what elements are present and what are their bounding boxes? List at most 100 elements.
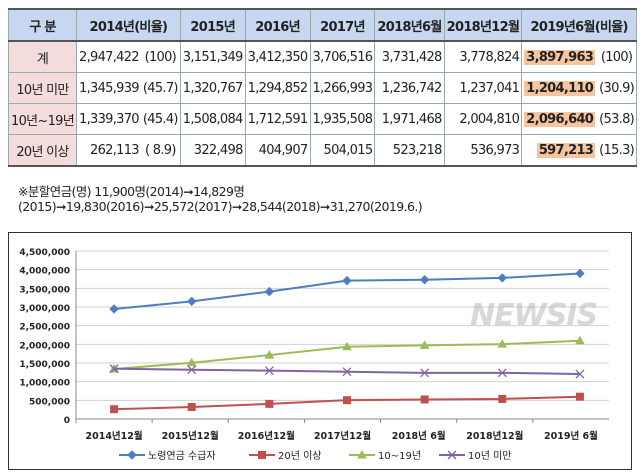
cell-v2017: 1,935,508 <box>309 103 376 135</box>
cell-r2014: (45.4) <box>140 103 181 135</box>
column-header: 2018년12월 <box>443 8 523 42</box>
legend-label: 20년 이상 <box>278 450 322 462</box>
x-tick-label: 2016년12월 <box>238 430 295 442</box>
column-header: 2014년(비율) <box>76 8 181 42</box>
cell-v2015: 1,508,084 <box>179 103 246 135</box>
cell-v2019: 1,204,110 <box>521 72 598 104</box>
data-point-square <box>343 396 351 405</box>
y-tick-label: 4,000,000 <box>19 267 70 277</box>
row-label: 20년 이상 <box>8 134 77 167</box>
x-tick-label: 2018년 6월 <box>392 430 446 442</box>
cell-v2018_12: 3,778,824 <box>443 40 523 73</box>
y-tick-label: 500,000 <box>29 397 70 407</box>
data-point-triangle <box>497 339 508 348</box>
table-row: 계 2,947,422 (100) 3,151,349 3,412,350 3,706,5… <box>8 40 638 73</box>
data-point-square <box>575 392 584 401</box>
legend-label: 10~19년 <box>378 450 421 462</box>
y-tick-label: 2,500,000 <box>19 323 70 333</box>
legend-label: 노령연금 수급자 <box>148 450 216 462</box>
column-header: 2019년6월(비율) <box>521 8 638 42</box>
cell-r2019: (100) <box>597 40 638 73</box>
cell-v2018_6: 3,731,428 <box>374 40 445 73</box>
cell-r2019: (53.8) <box>597 103 638 135</box>
cell-v2018_6: 1,971,468 <box>374 103 445 135</box>
highlighted-value: 1,204,110 <box>524 80 596 96</box>
cell-v2019: 3,897,963 <box>521 40 598 73</box>
highlighted-value: 3,897,963 <box>524 49 596 65</box>
data-point-x <box>342 367 352 377</box>
data-point-triangle <box>342 341 352 351</box>
cell-v2018_6: 523,218 <box>374 134 445 167</box>
cell-v2014: 262,113 <box>75 134 141 167</box>
cell-v2014: 1,339,370 <box>75 103 141 135</box>
table-row: 20년 이상 262,113( 8.9) 322,498 404,907 504,015… <box>8 134 638 167</box>
row-label: 계 <box>8 40 77 73</box>
data-point-x <box>497 368 507 378</box>
data-point-square <box>498 394 507 403</box>
y-tick-label: 4,500,000 <box>19 248 70 258</box>
cell-v2019: 2,096,640 <box>521 103 598 135</box>
data-point-triangle <box>419 340 430 349</box>
data-point-square <box>265 399 274 408</box>
cell-v2014: 1,345,939 <box>75 72 141 104</box>
data-point-diamond <box>109 304 119 314</box>
table-row: 10년 미만 1,345,939 (45.7) 1,320,767 1,294,852 1… <box>8 72 638 104</box>
data-point-triangle <box>357 449 367 459</box>
column-header: 2017년 <box>309 8 376 42</box>
newsis-watermark: NEWSIS <box>470 298 598 333</box>
x-tick-label: 2014년12월 <box>85 430 142 442</box>
data-point-x <box>420 368 430 378</box>
cell-v2017: 3,706,516 <box>309 40 376 73</box>
data-point-triangle <box>264 350 275 359</box>
data-point-square <box>110 405 119 414</box>
column-header: 2015년 <box>179 8 246 42</box>
cell-r2014: (45.7) <box>140 72 181 104</box>
cell-v2015: 322,498 <box>179 134 246 167</box>
data-point-diamond <box>264 286 275 297</box>
cell-v2018_12: 536,973 <box>443 134 523 167</box>
pension-table: 구 분 2014년(비율) 2015년 2016년 2017년 2018년6월 2018년1… <box>8 8 638 167</box>
cell-v2016: 1,712,591 <box>244 103 311 135</box>
x-tick-label: 2018년12월 <box>466 430 523 442</box>
data-point-diamond <box>497 273 507 283</box>
y-tick-label: 3,500,000 <box>19 285 70 295</box>
cell-v2016: 404,907 <box>244 134 311 167</box>
cell-v2015: 3,151,349 <box>179 40 246 73</box>
data-point-diamond <box>575 268 585 279</box>
y-tick-label: 1,000,000 <box>19 379 70 389</box>
cell-v2016: 3,412,350 <box>244 40 311 73</box>
data-point-square <box>187 402 196 411</box>
highlighted-value: 2,096,640 <box>524 111 596 127</box>
y-tick-label: 1,500,000 <box>19 360 70 370</box>
data-point-diamond <box>342 275 352 286</box>
cell-v2018_6: 1,236,742 <box>374 72 445 104</box>
cell-v2014: 2,947,422 <box>75 40 141 73</box>
chart-svg: 0 500,000 1,000,000 1,500,000 2,000,000 2,500… <box>19 248 609 462</box>
cell-v2018_12: 1,237,041 <box>443 72 523 104</box>
cell-v2016: 1,294,852 <box>244 72 311 104</box>
data-point-x <box>187 365 197 375</box>
data-point-diamond <box>419 274 430 285</box>
data-point-triangle <box>575 335 585 345</box>
cell-v2018_12: 2,004,810 <box>443 103 523 135</box>
cell-r2014: (100) <box>140 40 181 73</box>
y-tick-label: 3,000,000 <box>19 304 70 314</box>
cell-r2019: (15.3) <box>597 134 638 167</box>
data-point-x <box>447 450 457 460</box>
x-tick-label: 2019년 6월 <box>544 430 598 442</box>
data-point-triangle <box>186 357 197 367</box>
data-point-x <box>575 369 585 379</box>
cell-v2017: 1,266,993 <box>309 72 376 104</box>
data-point-diamond <box>127 450 137 460</box>
split-pension-note: ※분할연금(명) 11,900명(2014)➞14,829명(2015)➞19,… <box>18 184 423 214</box>
column-header: 2016년 <box>244 8 311 42</box>
cell-v2017: 504,015 <box>309 134 376 167</box>
line-chart: 0 500,000 1,000,000 1,500,000 2,000,000 2,500… <box>8 232 632 470</box>
legend-label: 10년 미만 <box>468 450 512 462</box>
cell-v2015: 1,320,767 <box>179 72 246 104</box>
highlighted-value: 597,213 <box>536 142 596 158</box>
x-tick-label: 2017년12월 <box>314 430 371 442</box>
cell-r2014: ( 8.9) <box>140 134 181 167</box>
data-point-square <box>420 395 429 404</box>
y-tick-label: 0 <box>64 416 70 426</box>
